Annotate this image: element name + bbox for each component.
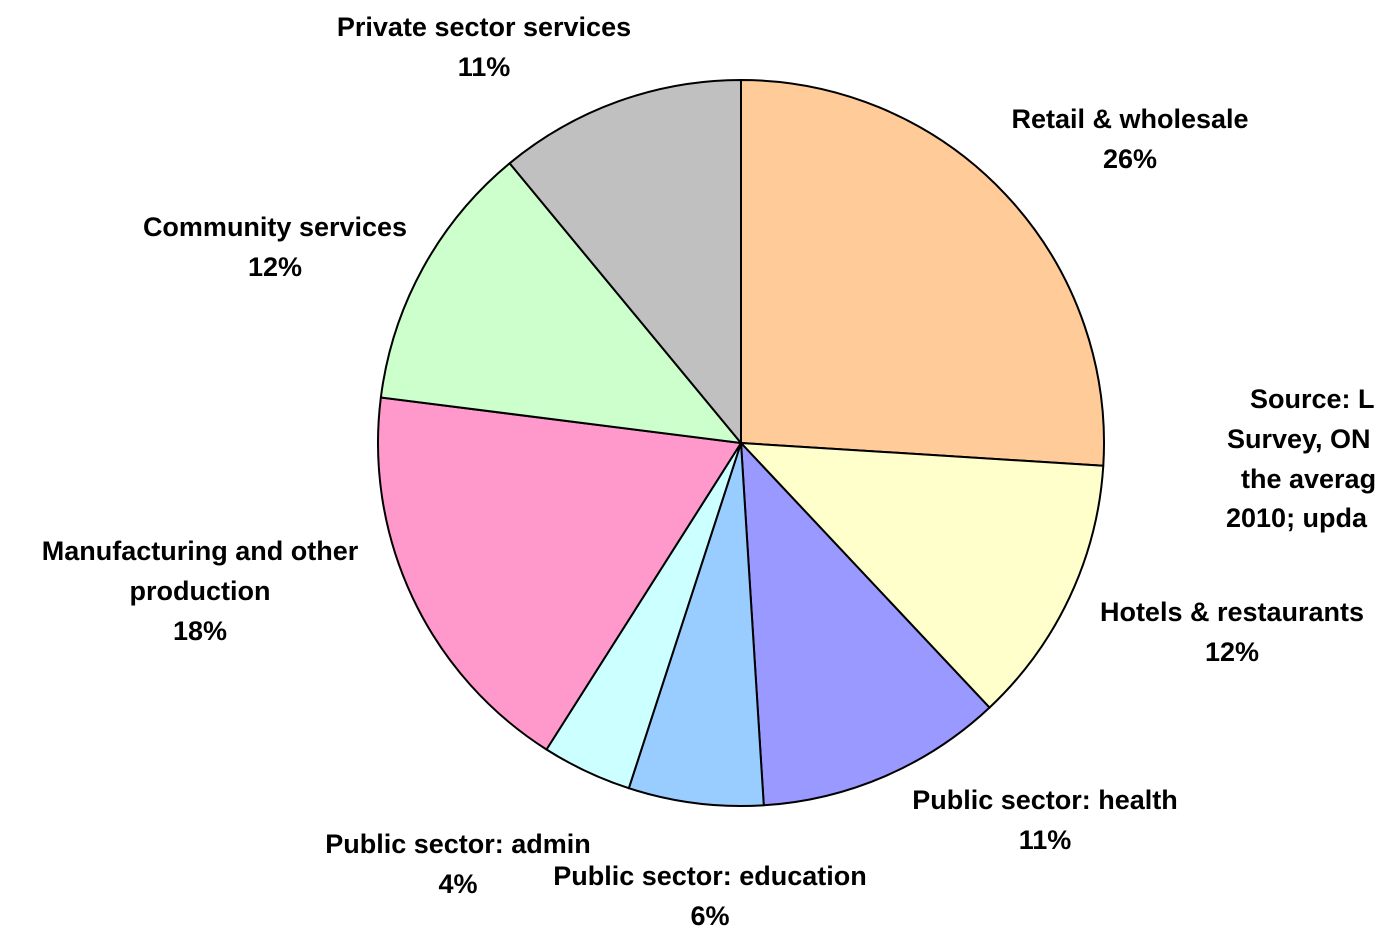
source-note-line-3: the averag [1241,464,1376,494]
source-note-line-1: Source: L [1250,384,1375,414]
slice-label-private-sector-services: Private sector services [337,12,631,42]
pie-slice-manufacturing-other-production [377,396,742,751]
pie-slices [377,79,1105,807]
source-note: Source: L Survey, ON the averag 2010; up… [1226,384,1376,533]
slice-label-public-sector-education: Public sector: education [553,861,867,891]
slice-percent-public-sector-health: 11% [1019,825,1072,855]
slice-label-hotels-restaurants: Hotels & restaurants [1100,597,1364,627]
source-note-line-4: 2010; upda [1226,503,1368,533]
slice-percent-manufacturing-other-production: 18% [173,616,227,646]
pie-slice-private-sector-services [508,79,742,444]
pie-slice-retail-wholesale [740,79,1105,467]
pie-slice-public-sector-education [627,442,765,807]
slice-percent-public-sector-education: 6% [690,901,729,929]
slice-label-retail-wholesale: Retail & wholesale [1011,104,1248,134]
slice-label-manufacturing-other-production-line-2: production [130,576,271,606]
pie-slice-hotels-restaurants [740,442,1105,709]
slice-label-manufacturing-other-production-line-1: Manufacturing and other [42,536,359,566]
slice-percent-community-services: 12% [248,252,302,282]
pie-slice-community-services [379,162,742,444]
slice-percent-public-sector-admin: 4% [438,869,477,899]
slice-percent-retail-wholesale: 26% [1103,144,1157,174]
pie-slice-public-sector-health [740,442,991,807]
slice-label-public-sector-admin: Public sector: admin [325,829,591,859]
slice-labels: Retail & wholesale 26% Hotels & restaurant… [42,12,1364,929]
source-note-line-2: Survey, ON [1227,424,1371,454]
slice-label-public-sector-health: Public sector: health [912,785,1178,815]
slice-percent-private-sector-services: 11% [458,52,511,82]
slice-label-community-services: Community services [143,212,407,242]
slice-percent-hotels-restaurants: 12% [1205,637,1259,667]
